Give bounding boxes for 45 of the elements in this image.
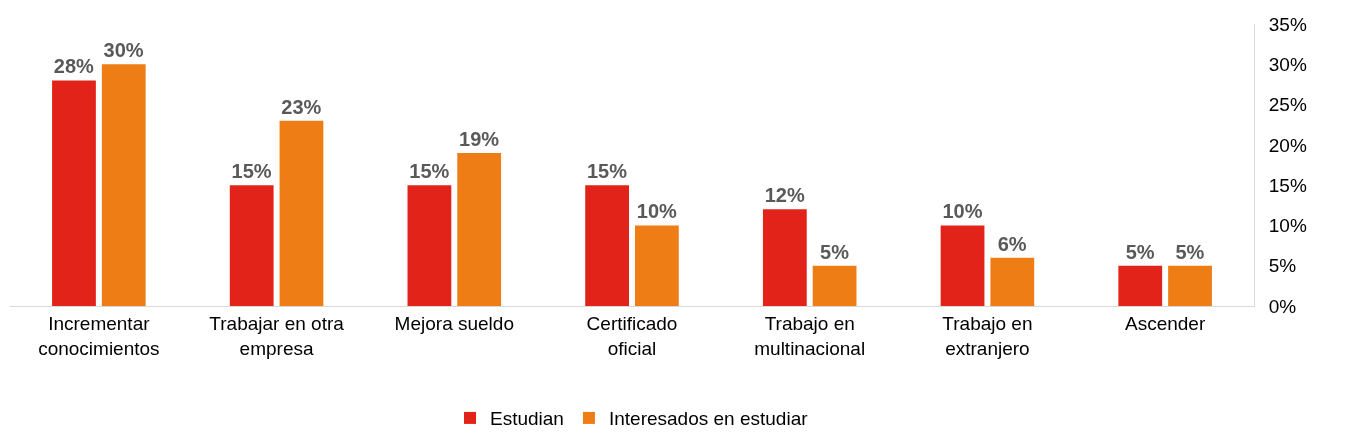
data-label: 15%	[231, 160, 272, 183]
x-tick-label: Mejora sueldo	[394, 312, 514, 334]
bar	[229, 185, 274, 306]
y-tick-label: 15%	[1268, 174, 1307, 196]
bar	[812, 265, 857, 306]
bar	[279, 120, 324, 306]
bar	[990, 257, 1035, 306]
y-tick-label: 0%	[1268, 295, 1297, 317]
bar	[634, 225, 679, 306]
bar	[1168, 265, 1212, 306]
data-label: 10%	[636, 200, 677, 223]
x-tick-label: Trabajo en extranjero	[942, 312, 1033, 359]
data-label: 19%	[459, 127, 500, 150]
data-label: 5%	[820, 240, 850, 263]
data-label: 12%	[764, 184, 805, 207]
data-label: 23%	[281, 95, 322, 118]
bar	[407, 185, 452, 306]
bar	[457, 152, 502, 306]
bar	[762, 209, 807, 306]
y-tick-label: 20%	[1268, 134, 1307, 156]
legend-label: Estudian	[490, 408, 564, 430]
data-label: 30%	[103, 39, 144, 62]
x-tick-label: Trabajo en multinacional	[754, 312, 866, 359]
bar	[585, 185, 630, 306]
data-label: 15%	[409, 160, 450, 183]
legend-label: Interesados en estudiar	[608, 408, 809, 430]
data-label: 10%	[942, 200, 983, 223]
y-tick-label: 5%	[1268, 255, 1297, 277]
y-tick-label: 35%	[1268, 13, 1307, 35]
bar	[101, 64, 146, 306]
bar	[52, 80, 96, 306]
bar	[1118, 265, 1163, 306]
data-label: 6%	[997, 232, 1027, 255]
data-label: 15%	[587, 160, 628, 183]
y-tick-label: 10%	[1268, 215, 1307, 237]
x-tick-label: Certificado oficial	[586, 312, 678, 359]
data-label: 5%	[1175, 240, 1205, 263]
x-tick-label: Incrementar conocimientos	[38, 312, 160, 359]
x-tick-label: Trabajar en otra empresa	[209, 312, 345, 359]
bar	[940, 225, 985, 306]
y-tick-label: 30%	[1268, 53, 1307, 75]
y-tick-label: 25%	[1268, 94, 1307, 116]
data-label: 28%	[53, 55, 95, 78]
data-label: 5%	[1125, 240, 1155, 263]
x-tick-label: Ascender	[1125, 312, 1206, 334]
